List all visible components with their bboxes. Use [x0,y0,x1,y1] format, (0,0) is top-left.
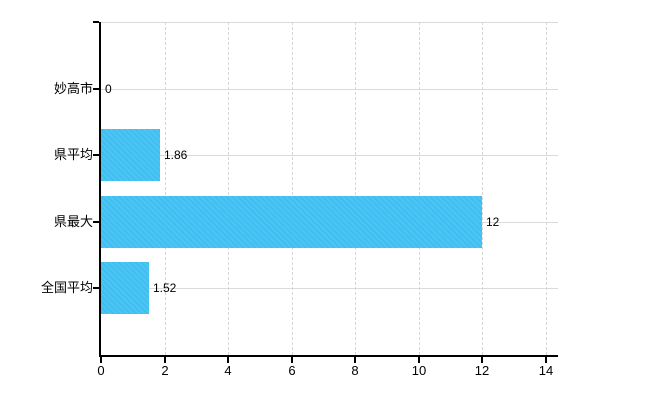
gridline-vertical [546,22,547,355]
x-axis-tick [418,357,420,363]
x-axis-tick-label: 10 [411,363,427,378]
x-axis-tick-label: 14 [538,363,554,378]
y-axis-tick-top [93,21,99,23]
gridline-vertical [482,22,483,355]
x-axis-tick [291,357,293,363]
category-label: 全国平均 [40,280,93,295]
gridline-horizontal [101,155,558,156]
bar-value-label: 1.86 [164,148,188,162]
bar-value-label: 0 [105,82,112,96]
gridline-horizontal [101,288,558,289]
y-axis-tick [93,287,99,289]
category-label: 県平均 [53,147,93,162]
y-axis-tick [93,221,99,223]
y-axis-line [99,22,101,357]
x-axis-tick-label: 2 [161,363,169,378]
x-axis-tick [227,357,229,363]
gridline-vertical [355,22,356,355]
bar [101,129,160,181]
x-axis-tick-label: 8 [351,363,359,378]
gridline-vertical [292,22,293,355]
bar-value-label: 1.52 [153,281,177,295]
category-label: 妙高市 [53,81,93,96]
gridline-vertical [419,22,420,355]
x-axis-tick [354,357,356,363]
bar [101,262,149,314]
x-axis-tick [545,357,547,363]
x-axis-tick [164,357,166,363]
gridline-horizontal-top [101,22,558,23]
category-label: 県最大 [53,214,93,229]
x-axis-tick [481,357,483,363]
gridline-vertical [228,22,229,355]
y-axis-tick [93,88,99,90]
y-axis-tick [93,154,99,156]
x-axis-tick-label: 12 [474,363,490,378]
gridline-vertical [165,22,166,355]
x-axis-line [99,355,558,357]
x-axis-tick [100,357,102,363]
x-axis-tick-label: 6 [288,363,296,378]
x-axis-tick-label: 4 [224,363,232,378]
bar [101,196,482,248]
bar-value-label: 12 [486,215,500,229]
x-axis-tick-label: 0 [97,363,105,378]
gridline-horizontal [101,89,558,90]
